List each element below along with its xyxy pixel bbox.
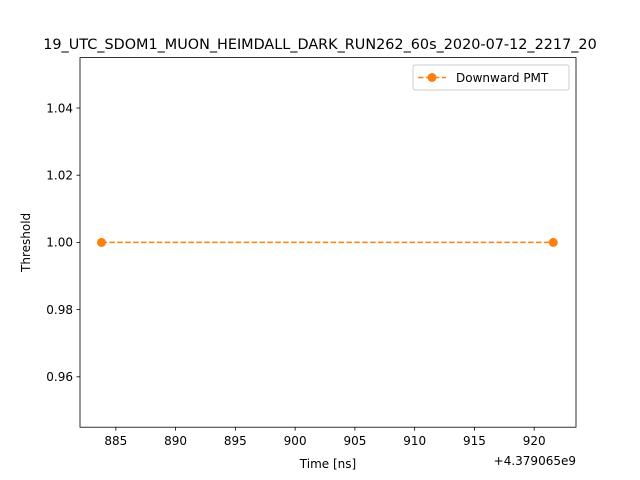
y-tick-label: 0.96 [46,370,73,384]
x-tick-label: 895 [224,434,247,448]
plot-frame [79,57,577,428]
x-tick-label: 915 [463,434,486,448]
legend-label-downward-pmt: Downward PMT [456,71,549,85]
legend-marker [427,73,437,82]
y-tick-label: 0.98 [46,303,73,317]
x-axis-label: Time [ns] [299,457,356,471]
x-axis-offset-label: +4.379065e9 [494,454,576,468]
y-tick-label: 1.04 [46,101,73,115]
x-tick-label: 890 [164,434,187,448]
x-tick-label: 900 [284,434,307,448]
y-tick-label: 1.02 [46,169,73,183]
y-tick-label: 1.00 [46,236,73,250]
y-axis-ticks: 0.96 0.98 1.00 1.02 1.04 [46,101,80,384]
data-point [97,237,107,247]
x-tick-label: 910 [403,434,426,448]
x-tick-label: 905 [343,434,366,448]
x-tick-label: 920 [523,434,546,448]
series-layer [97,237,558,247]
x-tick-label: 885 [104,434,127,448]
data-point [548,237,558,247]
x-axis-ticks: 885 890 895 900 905 910 915 920 [104,427,546,448]
legend-box [412,64,570,91]
y-axis-label: Threshold [19,213,33,273]
chart-title: 19_UTC_SDOM1_MUON_HEIMDALL_DARK_RUN262_6… [43,37,596,53]
legend: Downward PMT [412,64,570,91]
